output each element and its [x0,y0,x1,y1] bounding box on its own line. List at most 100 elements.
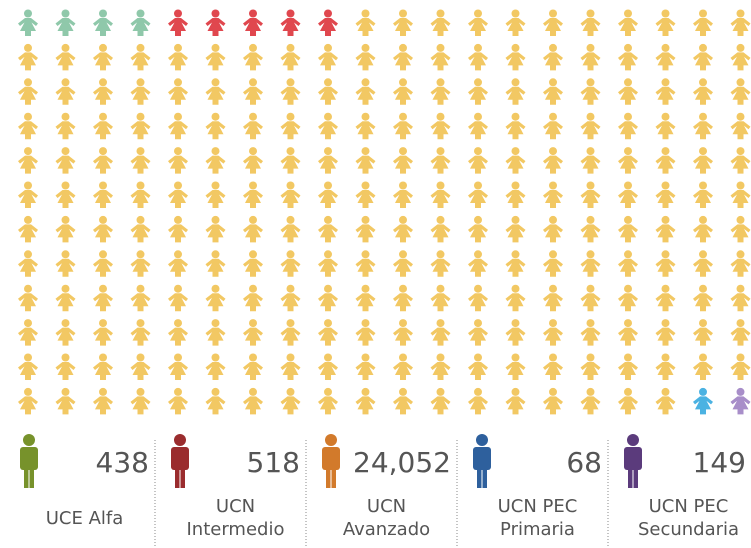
icon-body [18,293,38,312]
icon-body [430,362,451,380]
icon-body [693,52,713,71]
icon-head [399,353,407,362]
icon-head [736,215,745,224]
icon-body [730,155,751,174]
icon-head [736,112,745,121]
icon-body [655,18,676,36]
icon-body [55,190,76,208]
person-icon [205,215,226,243]
person-icon [130,9,151,36]
person-icon [393,319,413,346]
icon-body [93,18,113,36]
person-icon [130,78,151,105]
person-icon [543,319,563,346]
icon-head [476,434,488,446]
icon-head [136,353,145,362]
person-icon [468,78,488,105]
icon-body [130,362,151,380]
person-icon [18,9,38,36]
icon-head [286,43,295,52]
person-icon [130,215,151,243]
icon-head [399,43,407,52]
icon-head [699,43,707,52]
icon-body [693,190,713,208]
icon-body [355,258,376,277]
icon-body [55,86,76,105]
legend-icon [20,434,38,488]
icon-head [211,9,220,18]
person-icon [693,353,713,380]
person-icon [130,43,151,71]
icon-body [280,52,301,71]
icon-head [24,319,32,328]
person-icon [205,250,226,277]
icon-head [286,284,295,293]
icon-head [249,147,257,156]
person-icon [205,43,226,71]
person-icon [18,181,38,208]
icon-head [661,43,670,52]
person-icon [18,78,38,105]
person-icon [430,43,451,71]
icon-head [99,215,107,224]
person-icon [243,9,263,36]
person-icon [468,147,488,174]
person-icon [543,353,563,380]
icon-head [436,147,445,156]
icon-body [468,327,488,346]
icon-body [243,190,263,208]
icon-body [580,18,601,36]
legend-value: 68 [566,446,602,479]
icon-head [436,250,445,259]
icon-head [624,319,632,328]
icon-body [580,327,601,346]
icon-body [205,86,226,105]
icon-head [436,353,445,362]
person-icon [168,181,188,208]
icon-body [505,190,526,208]
person-icon [168,78,188,105]
icon-body [430,396,451,415]
icon-head [511,112,520,121]
icon-body [393,52,413,71]
icon-body [318,86,338,105]
icon-body [280,327,301,346]
icon-body [168,396,188,415]
icon-head [174,43,182,52]
icon-head [736,387,745,396]
icon-body [618,362,638,380]
person-icon [580,215,601,243]
icon-head [136,319,145,328]
icon-head [174,387,182,396]
icon-body [93,86,113,105]
icon-head [361,353,370,362]
legend-value: 518 [246,446,300,479]
icon-body [580,224,601,243]
icon-body [93,293,113,312]
person-icon [543,78,563,105]
person-icon [243,284,263,312]
icon-head [436,284,445,293]
legend-label: UCE Alfa [45,507,124,529]
icon-body [543,121,563,140]
legend-icon [171,434,189,488]
person-icon [468,112,488,140]
icon-head [361,112,370,121]
person-icon [618,353,638,380]
person-icon [130,353,151,380]
icon-body [280,155,301,174]
person-icon [168,284,188,312]
icon-body [205,18,226,36]
icon-body [205,121,226,140]
icon-head [286,112,295,121]
icon-body [318,327,338,346]
person-icon [130,112,151,140]
icon-body [318,362,338,380]
person-icon [655,147,676,174]
person-icon [55,215,76,243]
person-icon [430,284,451,312]
icon-body [580,121,601,140]
icon-body [543,327,563,346]
icon-body [243,258,263,277]
person-icon [655,112,676,140]
